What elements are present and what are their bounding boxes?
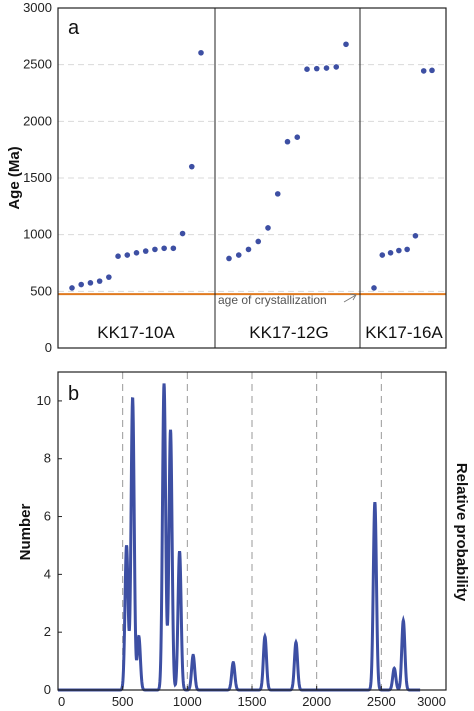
data-point [115, 253, 121, 259]
y-tick-label: 2000 [23, 113, 52, 128]
sample-label-kk17-10a: KK17-10A [97, 323, 175, 342]
y-tick-label: 0 [44, 682, 51, 697]
data-point [323, 65, 330, 71]
panel-b-xticks: 0 500 1000 1500 2000 2500 3000 [57, 686, 447, 709]
data-point [343, 41, 349, 48]
data-point [170, 245, 177, 252]
y-tick-label: 6 [44, 509, 51, 524]
data-point [396, 247, 402, 254]
x-tick-label: 1000 [173, 694, 202, 709]
panel-a-points [69, 41, 435, 291]
data-point [87, 280, 94, 286]
data-point [245, 246, 252, 253]
panel-a: 0 500 1000 1500 2000 2500 3000 a Age (Ma) KK17… [6, 0, 447, 355]
panel-b-ylabel-right: Relative probability [453, 463, 470, 602]
panel-a-ylabel: Age (Ma) [6, 146, 23, 209]
x-tick-label: 3000 [417, 694, 446, 709]
data-point [235, 252, 242, 258]
panel-b-letter: b [68, 383, 79, 405]
panel-a-dividers [214, 8, 361, 348]
data-point [412, 233, 419, 239]
data-point [274, 191, 281, 197]
panel-b-reflines [122, 372, 382, 690]
data-point [333, 64, 340, 70]
data-point [161, 245, 167, 252]
annotation-arrow [343, 293, 357, 303]
data-point [404, 246, 410, 253]
data-point [387, 250, 394, 256]
panel-a-grid [58, 64, 446, 292]
crystallization-annotation: age of crystallization [218, 293, 327, 307]
data-point [152, 246, 158, 253]
data-point [265, 225, 271, 231]
y-tick-label: 4 [44, 566, 51, 581]
y-tick-label: 3000 [23, 0, 52, 15]
data-point [284, 138, 291, 145]
data-point [313, 65, 320, 72]
data-point [304, 66, 310, 72]
panel-a-yticks: 0 500 1000 1500 2000 2500 3000 [23, 0, 52, 355]
y-tick-label: 8 [44, 451, 51, 466]
x-tick-label: 2500 [367, 694, 396, 709]
data-point [124, 252, 131, 258]
data-point [226, 255, 232, 262]
panel-a-letter: a [68, 17, 80, 39]
sample-label-kk17-16a: KK17-16A [365, 323, 443, 342]
data-point [379, 252, 386, 258]
y-tick-label: 2500 [23, 57, 52, 72]
data-point [420, 68, 427, 74]
data-point [198, 49, 204, 56]
data-point [429, 67, 435, 74]
panel-b-yticks: 0 2 4 6 8 10 [37, 393, 62, 697]
y-tick-label: 0 [45, 340, 52, 355]
panel-b: 0 2 4 6 8 10 0 500 1000 1500 2000 2500 3000 b Numbe… [17, 371, 470, 709]
y-tick-label: 1000 [23, 227, 52, 242]
data-point [255, 238, 262, 245]
y-tick-label: 2 [44, 624, 51, 639]
x-tick-label: 2000 [302, 694, 331, 709]
data-point [133, 250, 140, 256]
data-point [188, 163, 195, 170]
probability-curve [58, 383, 421, 692]
data-point [69, 285, 75, 291]
data-point [179, 230, 186, 237]
x-tick-label: 0 [58, 694, 65, 709]
panel-a-frame [57, 7, 447, 349]
data-point [78, 281, 85, 288]
data-point [106, 274, 112, 280]
sample-label-kk17-12g: KK17-12G [249, 323, 328, 342]
y-tick-label: 10 [37, 393, 51, 408]
y-tick-label: 500 [30, 283, 52, 298]
panel-b-ylabel: Number [17, 504, 34, 561]
data-point [96, 278, 103, 284]
data-point [142, 248, 149, 254]
x-tick-label: 500 [112, 694, 134, 709]
y-tick-label: 1500 [23, 170, 52, 185]
data-point [371, 285, 377, 291]
data-point [294, 134, 301, 140]
x-tick-label: 1500 [238, 694, 267, 709]
